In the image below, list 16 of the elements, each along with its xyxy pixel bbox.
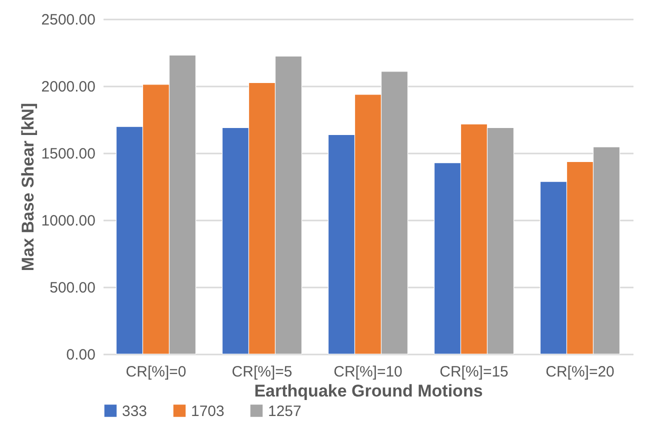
x-tick-label: CR[%]=10 xyxy=(334,364,402,380)
y-tick-label: 2000.00 xyxy=(41,78,96,96)
y-axis-title: Max Base Shear [kN] xyxy=(18,102,38,272)
x-tick-label: CR[%]=15 xyxy=(440,364,508,380)
x-tick-label: CR[%]=0 xyxy=(126,364,186,380)
y-tick-label: 0.00 xyxy=(66,346,96,364)
y-tick-label: 1500.00 xyxy=(41,146,96,162)
legend-label: 1257 xyxy=(268,402,302,420)
y-tick-label: 1000.00 xyxy=(41,212,96,230)
y-tick-label: 2500.00 xyxy=(41,12,96,28)
y-tick-label: 500.00 xyxy=(50,280,96,296)
legend-label: 333 xyxy=(122,402,148,420)
x-axis-title: Earthquake Ground Motions xyxy=(254,382,483,400)
x-tick-label: CR[%]=5 xyxy=(232,364,292,380)
x-tick-label: CR[%]=20 xyxy=(546,364,614,380)
legend-label: 1703 xyxy=(191,402,224,420)
